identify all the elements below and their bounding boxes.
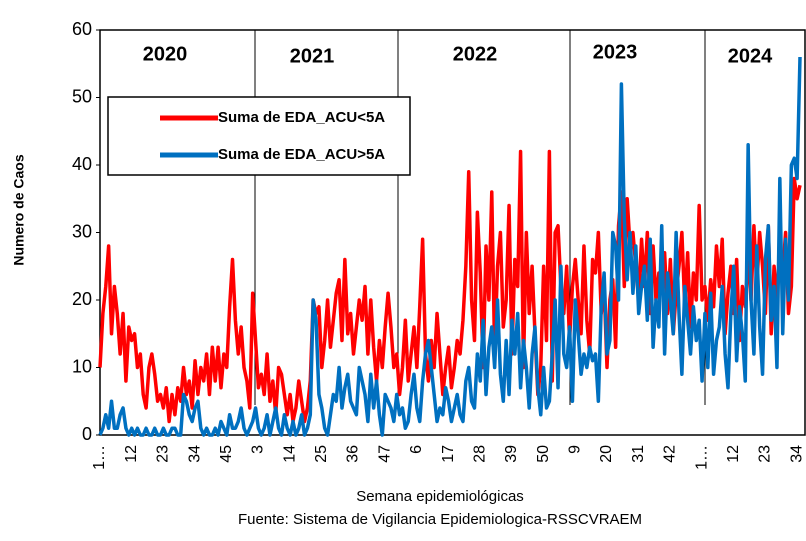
plot (98, 56, 802, 437)
y-tick-label: 50 (72, 86, 92, 106)
x-tick-label: 17 (440, 445, 457, 463)
year-label: 2021 (290, 45, 335, 67)
x-tick-label: 31 (630, 445, 647, 463)
x-tick-label: 6 (408, 445, 425, 454)
x-tick-label: 50 (535, 445, 552, 463)
legend-label: Suma de EDA_ACU<5A (218, 109, 385, 126)
x-tick-label: 9 (567, 445, 584, 454)
x-tick-label: 42 (662, 445, 679, 463)
y-axis-title: Numero de Caos (11, 154, 27, 265)
x-tick-label: 20 (598, 445, 615, 463)
data-line (98, 149, 802, 424)
x-tick-label: 1… (693, 445, 710, 470)
x-axis-title: Semana epidemiológicas (356, 488, 524, 505)
x-tick-label: 14 (281, 445, 298, 463)
year-label: 2023 (593, 41, 638, 63)
y-tick-label: 20 (72, 289, 92, 309)
legend: Suma de EDA_ACU<5A Suma de EDA_ACU>5A (107, 96, 411, 176)
x-tick-label: 39 (503, 445, 520, 463)
y-tick-label: 10 (72, 356, 92, 376)
legend-box (107, 96, 411, 176)
x-tick-label: 25 (313, 445, 330, 463)
x-tick-label: 36 (345, 445, 362, 463)
data-line (98, 56, 802, 437)
source-note: Fuente: Sistema de Vigilancia Epidemiolo… (238, 511, 642, 528)
year-label: 2024 (728, 45, 773, 67)
year-label: 2020 (143, 43, 188, 65)
year-label: 2022 (453, 43, 498, 65)
x-tick-label: 1… (91, 445, 108, 470)
y-tick-label: 30 (72, 221, 92, 241)
x-tick-label: 47 (376, 445, 393, 463)
x-tick-label: 12 (725, 445, 742, 463)
x-tick-label: 12 (123, 445, 140, 463)
x-tick-label: 23 (757, 445, 774, 463)
legend-label: Suma de EDA_ACU>5A (218, 146, 385, 163)
x-tick-label: 28 (471, 445, 488, 463)
x-tick-label: 34 (186, 445, 203, 463)
y-tick-label: 60 (72, 19, 92, 39)
x-tick-label: 45 (218, 445, 235, 463)
x-tick-label: 23 (155, 445, 172, 463)
x-tick-label: 3 (250, 445, 267, 454)
y-tick-label: 0 (82, 424, 92, 444)
y-tick-label: 40 (72, 154, 92, 174)
x-tick-label: 34 (788, 445, 805, 463)
